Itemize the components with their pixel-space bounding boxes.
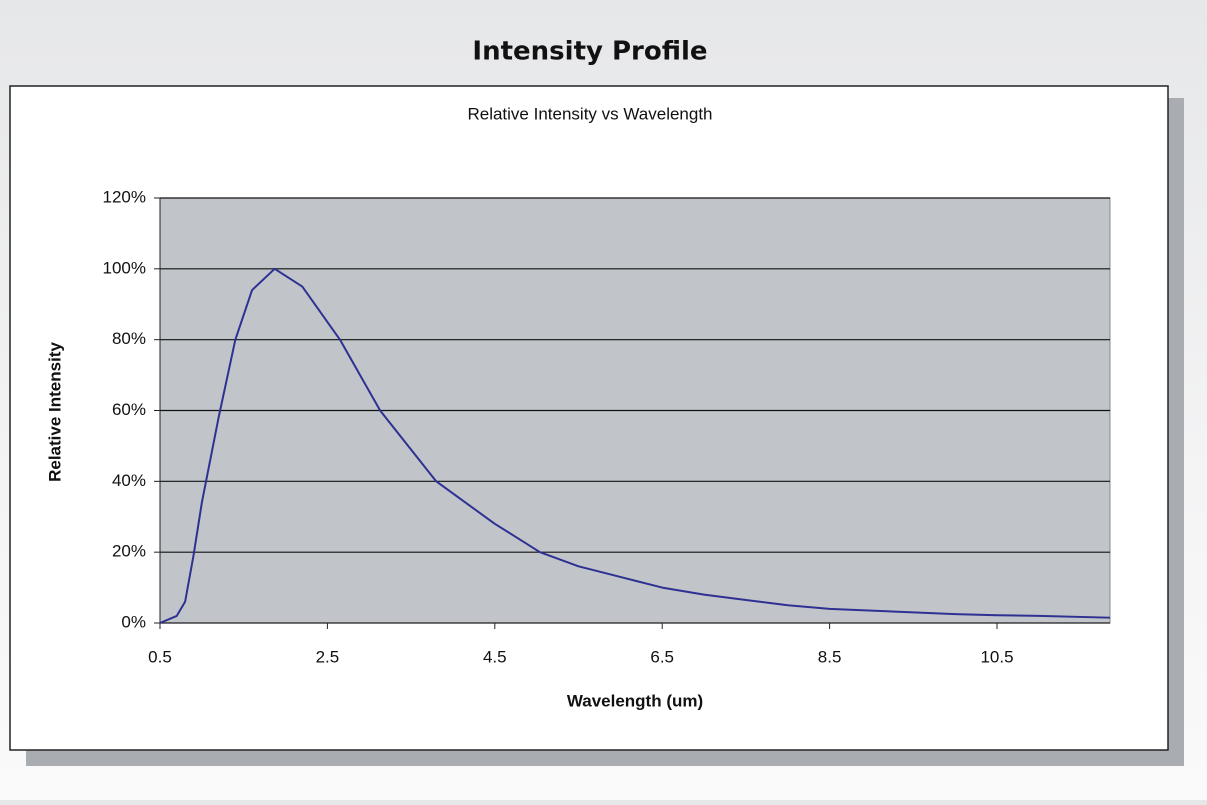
data-line — [159, 267, 1111, 624]
y-tick-label: 40% — [112, 471, 146, 490]
y-tick-label: 120% — [103, 187, 146, 206]
y-tick-label: 0% — [121, 612, 146, 631]
x-tick-label: 6.5 — [650, 647, 674, 666]
chart-title: Relative Intensity vs Wavelength — [467, 104, 712, 123]
x-tick-label: 10.5 — [980, 647, 1013, 666]
x-tick-label: 0.5 — [148, 647, 172, 666]
y-tick-label: 60% — [112, 400, 146, 419]
x-tick-label: 4.5 — [483, 647, 507, 666]
page-title: Intensity Profile — [472, 37, 707, 67]
y-axis-label: Relative Intensity — [45, 342, 64, 482]
y-tick-label: 20% — [112, 542, 146, 561]
y-tick-label: 80% — [112, 329, 146, 348]
x-tick-label: 8.5 — [818, 647, 842, 666]
x-axis-label: Wavelength (um) — [567, 691, 703, 710]
x-tick-label: 2.5 — [316, 647, 340, 666]
y-tick-label: 100% — [103, 258, 146, 277]
